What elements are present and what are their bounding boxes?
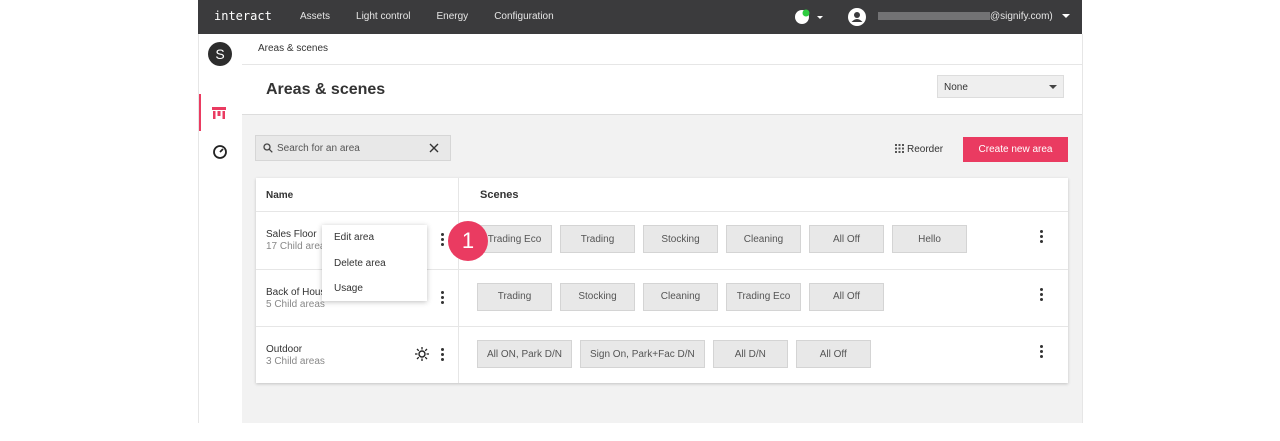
search-placeholder: Search for an area [277, 143, 360, 154]
more-menu[interactable] [1040, 287, 1043, 303]
more-menu[interactable] [441, 233, 444, 248]
help-icon[interactable] [794, 9, 824, 25]
scene-button[interactable]: Hello [892, 225, 967, 253]
page-title: Areas & scenes [266, 81, 386, 98]
clear-icon[interactable] [429, 143, 439, 153]
dropdown-caret [1049, 85, 1057, 89]
search-icon [263, 143, 273, 153]
blurred-email [878, 12, 990, 20]
scene-button[interactable]: Stocking [560, 282, 635, 311]
user-caret[interactable] [1062, 13, 1070, 19]
more-menu[interactable] [1040, 230, 1043, 245]
scene-button[interactable]: Cleaning [726, 225, 801, 253]
scene-button[interactable]: All Off [809, 225, 884, 253]
area-name[interactable]: Sales Floor [266, 229, 317, 240]
energy-icon[interactable] [212, 144, 228, 160]
menu-item[interactable]: Edit area [334, 232, 375, 243]
more-menu[interactable] [441, 290, 444, 306]
active-indicator [199, 94, 201, 131]
scene-list: Trading Stocking Cleaning Trading Eco All Of… [477, 282, 884, 311]
scene-button[interactable]: Stocking [643, 225, 718, 253]
avatar[interactable]: S [208, 42, 232, 66]
menu-item[interactable]: Delete area [334, 257, 386, 269]
scene-button[interactable]: All D/N [712, 340, 788, 368]
scene-button[interactable]: Trading Eco [726, 282, 801, 311]
more-menu[interactable] [1040, 345, 1043, 360]
nav: Assets Light control Energy Configuration [300, 11, 554, 22]
nav-item[interactable]: Configuration [494, 11, 554, 22]
sun-icon[interactable] [415, 347, 429, 361]
top-bar: interact Assets Light control Energy Config… [198, 0, 1082, 34]
area-subtitle: 17 Child areas [266, 241, 331, 252]
areas-icon[interactable] [211, 105, 227, 121]
nav-item[interactable]: Assets [300, 11, 331, 22]
create-area-button[interactable]: Create new area [963, 137, 1068, 162]
column-header: Scenes [480, 189, 519, 201]
nav-item[interactable]: Energy [436, 11, 469, 22]
filter-dropdown[interactable]: None [937, 75, 1064, 98]
user-email[interactable]: @signify.com) [990, 11, 1053, 22]
callout-badge: 1 [448, 221, 488, 261]
scene-list: All ON, Park D/N Sign On, Park+Fac D/N All… [477, 340, 871, 368]
more-menu[interactable] [441, 348, 444, 363]
user-icon[interactable] [848, 8, 866, 26]
scene-button[interactable]: All Off [809, 282, 884, 311]
scene-button[interactable]: Sign On, Park+Fac D/N [580, 340, 705, 368]
table-row: Sales Floor 17 Child areas Trading Eco Trad… [256, 211, 1068, 269]
scene-button[interactable]: Trading [560, 225, 635, 253]
sidebar: S [198, 34, 243, 423]
area-subtitle: 3 Child areas [266, 356, 325, 367]
search-box[interactable]: Search for an area [255, 135, 451, 161]
scene-button[interactable]: All Off [795, 340, 871, 368]
scene-button[interactable]: Trading [477, 282, 552, 311]
area-subtitle: 5 Child areas [266, 298, 325, 310]
breadcrumb-bar: Areas & scenes [242, 34, 1082, 65]
table-row: Outdoor 3 Child areas All ON, Park D/N Sign… [256, 326, 1068, 384]
context-menu: Edit area Delete area Usage [322, 225, 427, 301]
table-row: Back of House 5 Child areas Trading Stockin… [256, 268, 1068, 327]
nav-item[interactable]: Light control [356, 11, 411, 22]
scene-button[interactable]: Cleaning [643, 282, 718, 311]
scene-list: Trading Eco Trading Stocking Cleaning All Of… [477, 225, 967, 253]
menu-item[interactable]: Usage [334, 283, 363, 294]
filter-value: None [944, 82, 968, 93]
column-divider [458, 178, 459, 383]
scene-button[interactable]: Trading Eco [477, 225, 552, 253]
breadcrumb[interactable]: Areas & scenes [258, 43, 329, 54]
logo[interactable]: interact [214, 9, 272, 23]
reorder-icon[interactable] [895, 144, 904, 153]
column-header: Name [266, 190, 294, 201]
reorder-button[interactable]: Reorder [907, 144, 944, 155]
area-name[interactable]: Outdoor [266, 344, 303, 355]
area-name[interactable]: Back of House [266, 286, 332, 298]
scene-button[interactable]: All ON, Park D/N [477, 340, 573, 368]
header: Areas & scenes None [242, 65, 1082, 115]
